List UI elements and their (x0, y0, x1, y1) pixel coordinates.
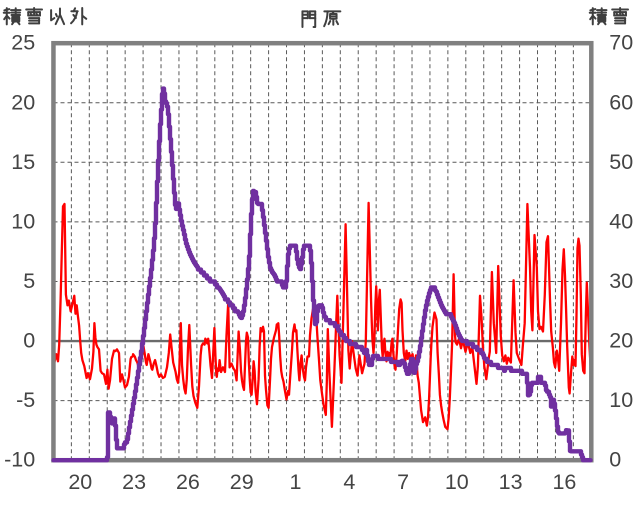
svg-text:15: 15 (11, 150, 35, 174)
svg-text:70: 70 (609, 31, 633, 55)
svg-text:60: 60 (609, 90, 633, 114)
svg-text:-5: -5 (16, 388, 35, 412)
svg-text:5: 5 (23, 269, 35, 293)
svg-text:10: 10 (11, 209, 35, 233)
svg-text:0: 0 (609, 448, 621, 472)
svg-text:-10: -10 (4, 448, 35, 472)
svg-text:20: 20 (11, 90, 35, 114)
svg-text:4: 4 (343, 470, 355, 494)
svg-text:30: 30 (609, 269, 633, 293)
svg-text:23: 23 (122, 470, 146, 494)
svg-text:16: 16 (552, 470, 576, 494)
svg-text:40: 40 (609, 209, 633, 233)
svg-text:7: 7 (397, 470, 409, 494)
svg-text:10: 10 (445, 470, 469, 494)
svg-text:13: 13 (499, 470, 523, 494)
svg-text:1: 1 (290, 470, 302, 494)
svg-text:0: 0 (23, 329, 35, 353)
svg-text:25: 25 (11, 31, 35, 55)
svg-text:20: 20 (68, 470, 92, 494)
svg-text:29: 29 (230, 470, 254, 494)
svg-text:26: 26 (176, 470, 200, 494)
svg-text:10: 10 (609, 388, 633, 412)
svg-text:20: 20 (609, 329, 633, 353)
svg-text:50: 50 (609, 150, 633, 174)
